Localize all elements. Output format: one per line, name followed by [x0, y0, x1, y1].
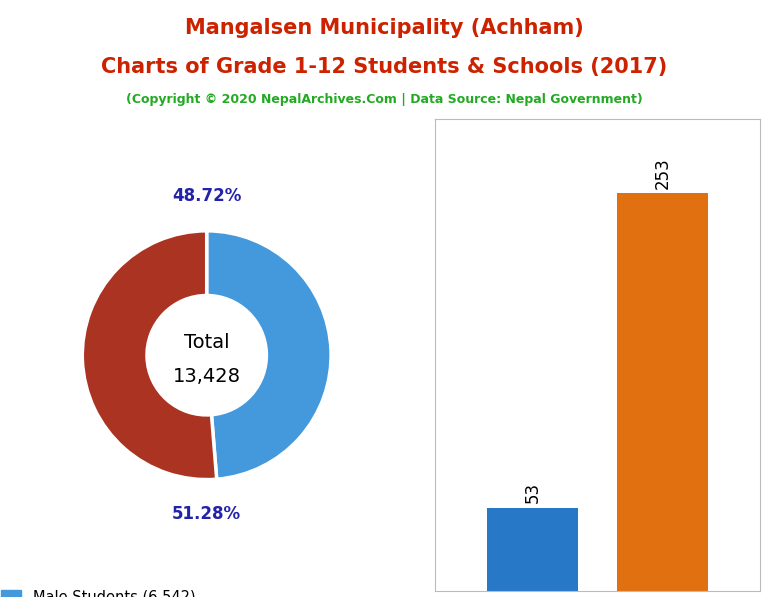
Bar [617, 193, 708, 591]
Wedge shape [207, 231, 331, 479]
Text: Charts of Grade 1-12 Students & Schools (2017): Charts of Grade 1-12 Students & Schools … [101, 57, 667, 77]
Text: 13,428: 13,428 [173, 367, 240, 386]
Wedge shape [82, 231, 217, 479]
Text: Mangalsen Municipality (Achham): Mangalsen Municipality (Achham) [184, 18, 584, 38]
Text: Total: Total [184, 333, 230, 352]
Text: (Copyright © 2020 NepalArchives.Com | Data Source: Nepal Government): (Copyright © 2020 NepalArchives.Com | Da… [126, 93, 642, 106]
Text: 253: 253 [654, 157, 672, 189]
Legend: Male Students (6,542), Female Students (6,886): Male Students (6,542), Female Students (… [0, 584, 220, 597]
Text: 51.28%: 51.28% [172, 506, 241, 524]
Text: 48.72%: 48.72% [172, 187, 241, 205]
Text: 53: 53 [523, 482, 541, 503]
Bar [487, 507, 578, 591]
